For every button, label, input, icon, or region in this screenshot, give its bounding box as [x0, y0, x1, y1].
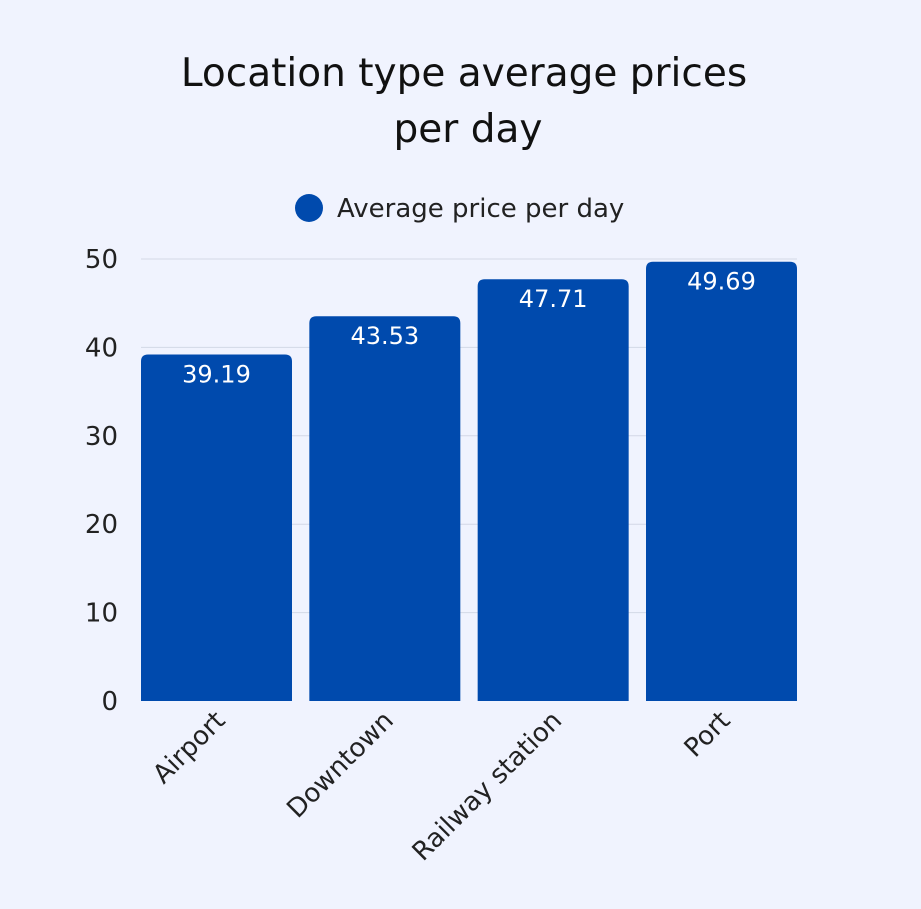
- x-category-label: Airport: [147, 706, 231, 790]
- data-label: 39.19: [182, 361, 251, 389]
- bars: [141, 261, 797, 701]
- bar-railway-station: [477, 279, 629, 701]
- bar-downtown: [309, 316, 461, 701]
- data-label: 49.69: [687, 268, 756, 296]
- chart-title-line-2: per day: [394, 107, 543, 152]
- x-axis-categories: Airport Downtown Railway station Port: [147, 706, 736, 867]
- y-tick-label: 50: [85, 245, 118, 275]
- y-tick-label: 40: [85, 333, 118, 363]
- data-label: 43.53: [350, 322, 419, 350]
- data-labels: 39.19 43.53 47.71 49.69: [182, 268, 756, 389]
- y-tick-label: 30: [85, 422, 118, 452]
- chart-title-line-1: Location type average prices: [181, 51, 747, 96]
- x-category-label: Railway station: [407, 706, 568, 867]
- y-axis-ticks: 0 10 20 30 40 50: [85, 245, 118, 717]
- x-category-label: Downtown: [281, 706, 399, 824]
- y-tick-label: 10: [85, 599, 118, 629]
- legend-label: Average price per day: [337, 194, 624, 224]
- legend: Average price per day: [295, 194, 624, 224]
- legend-swatch: [295, 194, 323, 222]
- x-category-label: Port: [679, 706, 737, 764]
- bar-airport: [141, 354, 292, 701]
- y-tick-label: 0: [101, 687, 118, 717]
- bar-port: [646, 261, 797, 701]
- data-label: 47.71: [519, 285, 588, 313]
- y-tick-label: 20: [85, 510, 118, 540]
